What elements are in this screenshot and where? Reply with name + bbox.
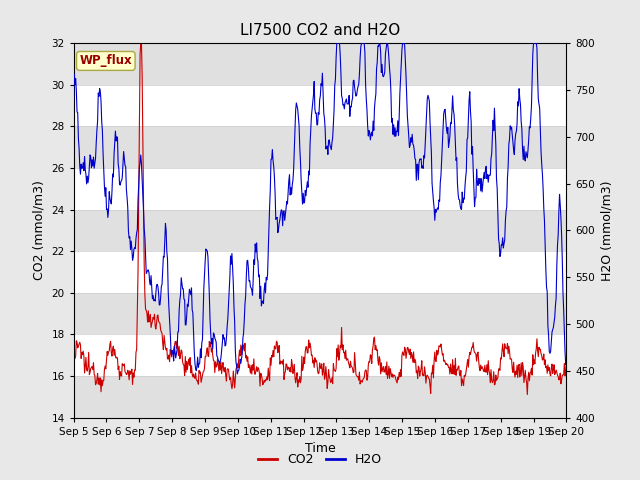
- Bar: [74, 210, 566, 251]
- Title: LI7500 CO2 and H2O: LI7500 CO2 and H2O: [240, 23, 400, 38]
- Y-axis label: CO2 (mmol/m3): CO2 (mmol/m3): [33, 180, 46, 280]
- Text: WP_flux: WP_flux: [79, 54, 132, 67]
- Bar: [74, 293, 566, 335]
- Bar: [74, 43, 566, 85]
- Bar: [74, 251, 566, 293]
- Bar: [74, 126, 566, 168]
- Y-axis label: H2O (mmol/m3): H2O (mmol/m3): [601, 180, 614, 281]
- Bar: [74, 376, 566, 418]
- Bar: [74, 168, 566, 210]
- Legend: CO2, H2O: CO2, H2O: [253, 448, 387, 471]
- Bar: [74, 85, 566, 126]
- Bar: [74, 335, 566, 376]
- X-axis label: Time: Time: [305, 442, 335, 455]
